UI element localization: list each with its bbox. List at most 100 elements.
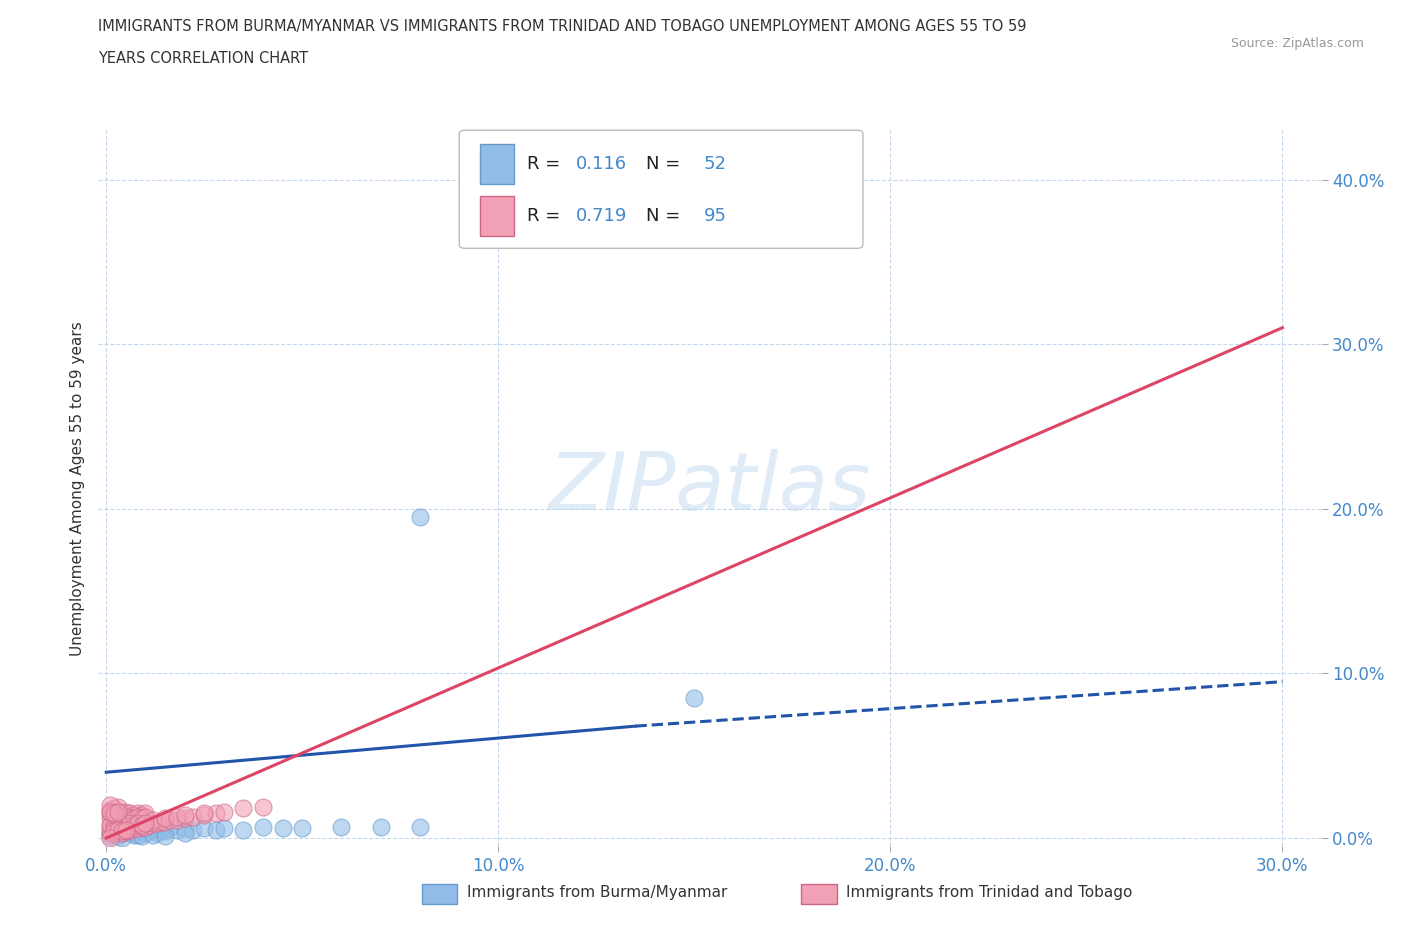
Point xyxy=(173,821,195,836)
Point xyxy=(118,814,141,829)
Point xyxy=(142,822,165,837)
Point xyxy=(127,807,149,822)
Point xyxy=(122,807,145,822)
Point xyxy=(107,800,129,815)
Point xyxy=(122,822,145,837)
Point xyxy=(193,807,215,822)
Point xyxy=(127,809,149,824)
Point xyxy=(98,826,121,841)
Point xyxy=(98,811,121,826)
Point xyxy=(122,811,145,826)
Point xyxy=(153,814,176,829)
Text: 0.116: 0.116 xyxy=(575,155,627,173)
Point xyxy=(134,826,156,841)
Point xyxy=(118,826,141,841)
Point xyxy=(98,822,121,837)
Point xyxy=(271,821,294,836)
Point xyxy=(409,510,432,525)
Point xyxy=(115,807,138,822)
Point xyxy=(118,813,141,828)
Point xyxy=(103,807,125,822)
Point xyxy=(118,822,141,837)
Text: Source: ZipAtlas.com: Source: ZipAtlas.com xyxy=(1230,37,1364,50)
Point xyxy=(103,824,125,839)
Point xyxy=(103,828,125,843)
Point xyxy=(205,806,228,821)
Point xyxy=(115,817,138,832)
Point xyxy=(118,811,141,826)
Point xyxy=(157,821,180,836)
Point xyxy=(111,821,134,836)
Point xyxy=(212,804,235,819)
Point xyxy=(115,809,138,824)
Point xyxy=(291,821,314,836)
Point xyxy=(166,822,188,837)
Point xyxy=(111,826,134,841)
Point xyxy=(111,816,134,830)
Point xyxy=(193,821,215,836)
Point xyxy=(134,816,156,830)
Point xyxy=(107,811,129,826)
Point xyxy=(107,804,129,819)
Text: Immigrants from Trinidad and Tobago: Immigrants from Trinidad and Tobago xyxy=(846,885,1133,900)
Point xyxy=(181,822,204,837)
Point xyxy=(166,813,188,828)
Point xyxy=(127,824,149,839)
Point xyxy=(98,803,121,817)
Point xyxy=(103,806,125,821)
Point xyxy=(409,819,432,834)
Point xyxy=(127,814,149,829)
Point xyxy=(115,824,138,839)
Point xyxy=(122,817,145,832)
Point xyxy=(107,824,129,839)
Point xyxy=(98,826,121,841)
Point xyxy=(98,830,121,845)
Point xyxy=(115,824,138,839)
Point xyxy=(103,804,125,819)
Point xyxy=(127,819,149,834)
Point xyxy=(146,816,169,830)
Point xyxy=(107,804,129,819)
Point xyxy=(131,811,153,826)
Point xyxy=(762,189,785,204)
Point xyxy=(193,806,215,821)
Point xyxy=(173,826,195,841)
Point xyxy=(107,829,129,844)
FancyBboxPatch shape xyxy=(479,196,515,236)
Point xyxy=(118,817,141,832)
Point xyxy=(122,828,145,843)
Point xyxy=(107,809,129,824)
Point xyxy=(166,809,188,824)
Point xyxy=(122,817,145,832)
Text: IMMIGRANTS FROM BURMA/MYANMAR VS IMMIGRANTS FROM TRINIDAD AND TOBAGO UNEMPLOYMEN: IMMIGRANTS FROM BURMA/MYANMAR VS IMMIGRA… xyxy=(98,19,1026,33)
Point xyxy=(127,816,149,830)
Point xyxy=(103,801,125,816)
Point xyxy=(103,814,125,829)
Point xyxy=(131,813,153,828)
Point xyxy=(107,814,129,829)
Point xyxy=(111,811,134,826)
Point xyxy=(111,824,134,839)
Point xyxy=(153,811,176,826)
Text: N =: N = xyxy=(647,207,686,225)
Point xyxy=(212,821,235,836)
Point xyxy=(134,813,156,828)
Point xyxy=(111,821,134,836)
Point xyxy=(131,819,153,834)
Text: 0.719: 0.719 xyxy=(575,207,627,225)
Point xyxy=(107,819,129,834)
Text: R =: R = xyxy=(526,207,565,225)
Text: Immigrants from Burma/Myanmar: Immigrants from Burma/Myanmar xyxy=(467,885,727,900)
Point xyxy=(134,814,156,829)
Point xyxy=(107,822,129,837)
Text: N =: N = xyxy=(647,155,686,173)
Point xyxy=(683,691,706,706)
Point xyxy=(142,816,165,830)
Point xyxy=(370,819,392,834)
FancyBboxPatch shape xyxy=(460,130,863,248)
Point xyxy=(232,822,254,837)
Point xyxy=(134,821,156,836)
Point xyxy=(232,801,254,816)
Point xyxy=(134,806,156,821)
Point xyxy=(118,816,141,830)
